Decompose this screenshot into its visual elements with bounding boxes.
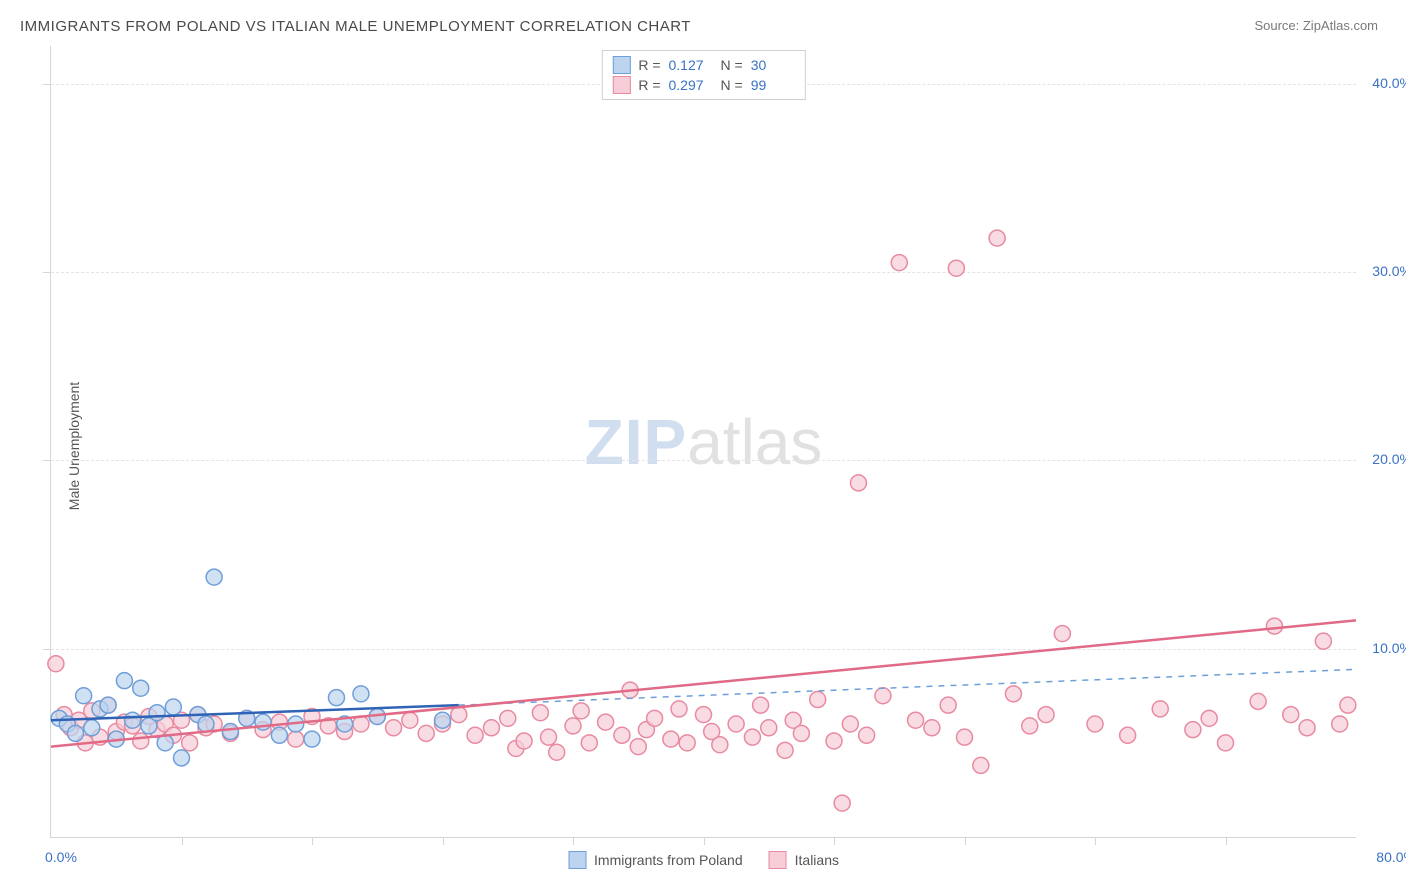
swatch-poland [612, 56, 630, 74]
chart-title: IMMIGRANTS FROM POLAND VS ITALIAN MALE U… [20, 18, 691, 35]
ytick-label: 30.0% [1372, 263, 1406, 279]
stats-row-poland: R = 0.127 N = 30 [612, 55, 794, 75]
legend-swatch-italians [769, 851, 787, 869]
xtick-mark [834, 837, 835, 845]
xtick-mark [573, 837, 574, 845]
xtick-mark [965, 837, 966, 845]
n-label: N = [721, 57, 743, 73]
xtick-mark [182, 837, 183, 845]
legend-item-poland: Immigrants from Poland [568, 851, 743, 869]
r-label: R = [638, 57, 660, 73]
source-attribution: Source: ZipAtlas.com [1254, 18, 1378, 33]
r-value-italians: 0.297 [669, 77, 713, 93]
ytick-label: 40.0% [1372, 75, 1406, 91]
legend-label-italians: Italians [795, 852, 839, 868]
r-value-poland: 0.127 [669, 57, 713, 73]
n-value-italians: 99 [751, 77, 795, 93]
xtick-mark [443, 837, 444, 845]
xtick-mark [704, 837, 705, 845]
ytick-label: 10.0% [1372, 640, 1406, 656]
legend-swatch-poland [568, 851, 586, 869]
xtick-label-max: 80.0% [1376, 849, 1406, 865]
ytick-mark [43, 84, 51, 85]
xtick-mark [1095, 837, 1096, 845]
legend-item-italians: Italians [769, 851, 839, 869]
n-label: N = [721, 77, 743, 93]
stats-row-italians: R = 0.297 N = 99 [612, 75, 794, 95]
xtick-mark [312, 837, 313, 845]
r-label: R = [638, 77, 660, 93]
ytick-mark [43, 460, 51, 461]
xtick-label-min: 0.0% [45, 849, 77, 865]
bottom-legend: Immigrants from Poland Italians [568, 851, 839, 869]
chart-svg [51, 46, 1356, 837]
ytick-label: 20.0% [1372, 451, 1406, 467]
legend-label-poland: Immigrants from Poland [594, 852, 743, 868]
swatch-italians [612, 76, 630, 94]
ytick-mark [43, 649, 51, 650]
n-value-poland: 30 [751, 57, 795, 73]
ytick-mark [43, 272, 51, 273]
xtick-mark [1226, 837, 1227, 845]
stats-box: R = 0.127 N = 30 R = 0.297 N = 99 [601, 50, 805, 100]
plot-area: ZIPatlas 10.0%20.0%30.0%40.0% 0.0% 80.0%… [50, 46, 1356, 838]
